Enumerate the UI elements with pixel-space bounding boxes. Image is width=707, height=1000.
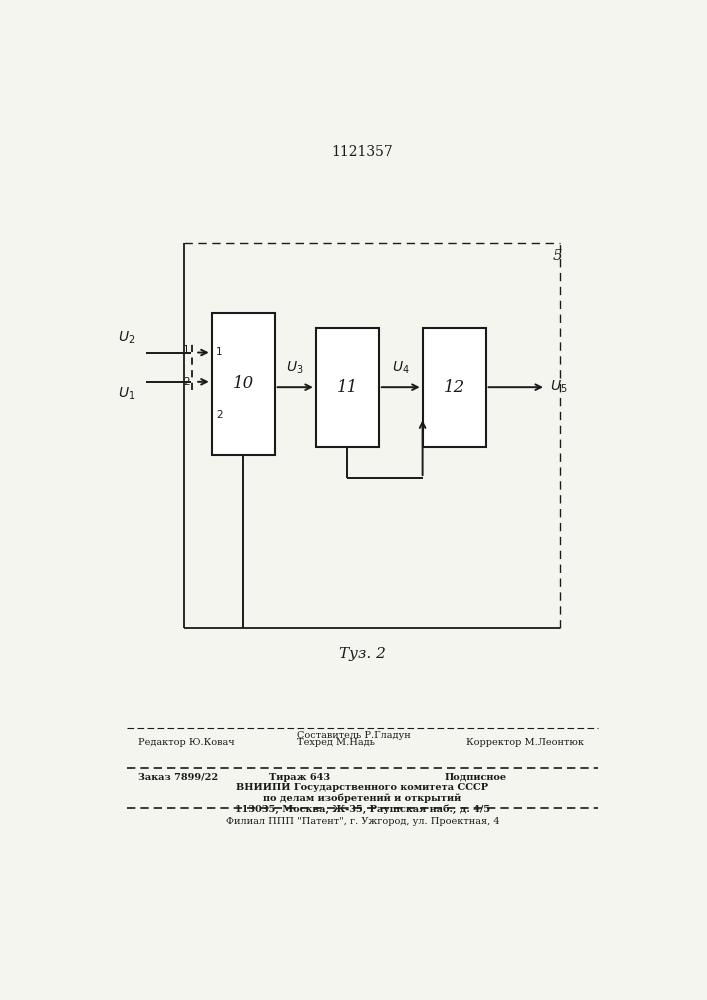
Text: 5: 5: [553, 249, 563, 263]
Text: по делам изобретений и открытий: по делам изобретений и открытий: [263, 794, 462, 803]
Text: Τуз. 2: Τуз. 2: [339, 647, 386, 661]
Text: Филиал ППП "Патент", г. Ужгород, ул. Проектная, 4: Филиал ППП "Патент", г. Ужгород, ул. Про…: [226, 817, 499, 826]
Bar: [211, 312, 275, 455]
Text: 1: 1: [216, 347, 223, 357]
Bar: [423, 328, 486, 447]
Text: 1121357: 1121357: [332, 145, 393, 159]
Text: Составитель Р.Гладун: Составитель Р.Гладун: [297, 731, 410, 740]
Text: 12: 12: [443, 379, 464, 396]
Text: $U_3$: $U_3$: [286, 360, 304, 376]
Text: $U_1$: $U_1$: [117, 386, 135, 402]
Text: 2: 2: [183, 377, 189, 387]
Text: Тираж 643: Тираж 643: [269, 773, 330, 782]
Text: Заказ 7899/22: Заказ 7899/22: [138, 773, 218, 782]
Text: $U_5$: $U_5$: [550, 379, 567, 395]
Text: Техред М.Надь: Техред М.Надь: [297, 738, 375, 747]
Text: 2: 2: [216, 410, 223, 420]
Text: Корректор М.Леонтюк: Корректор М.Леонтюк: [467, 738, 585, 747]
Text: 1: 1: [183, 345, 189, 355]
Text: 11: 11: [337, 379, 358, 396]
Text: 113035, Москва, Ж-35, Раушская наб., д. 4/5: 113035, Москва, Ж-35, Раушская наб., д. …: [235, 804, 490, 814]
Text: 10: 10: [233, 375, 254, 392]
Bar: [316, 328, 379, 447]
Text: Подписное: Подписное: [445, 773, 507, 782]
Text: $U_4$: $U_4$: [392, 360, 409, 376]
Text: $U_2$: $U_2$: [117, 330, 135, 346]
Text: Редактор Ю.Ковач: Редактор Ю.Ковач: [138, 738, 234, 747]
Text: ВНИИПИ Государственного комитета СССР: ВНИИПИ Государственного комитета СССР: [236, 783, 489, 792]
